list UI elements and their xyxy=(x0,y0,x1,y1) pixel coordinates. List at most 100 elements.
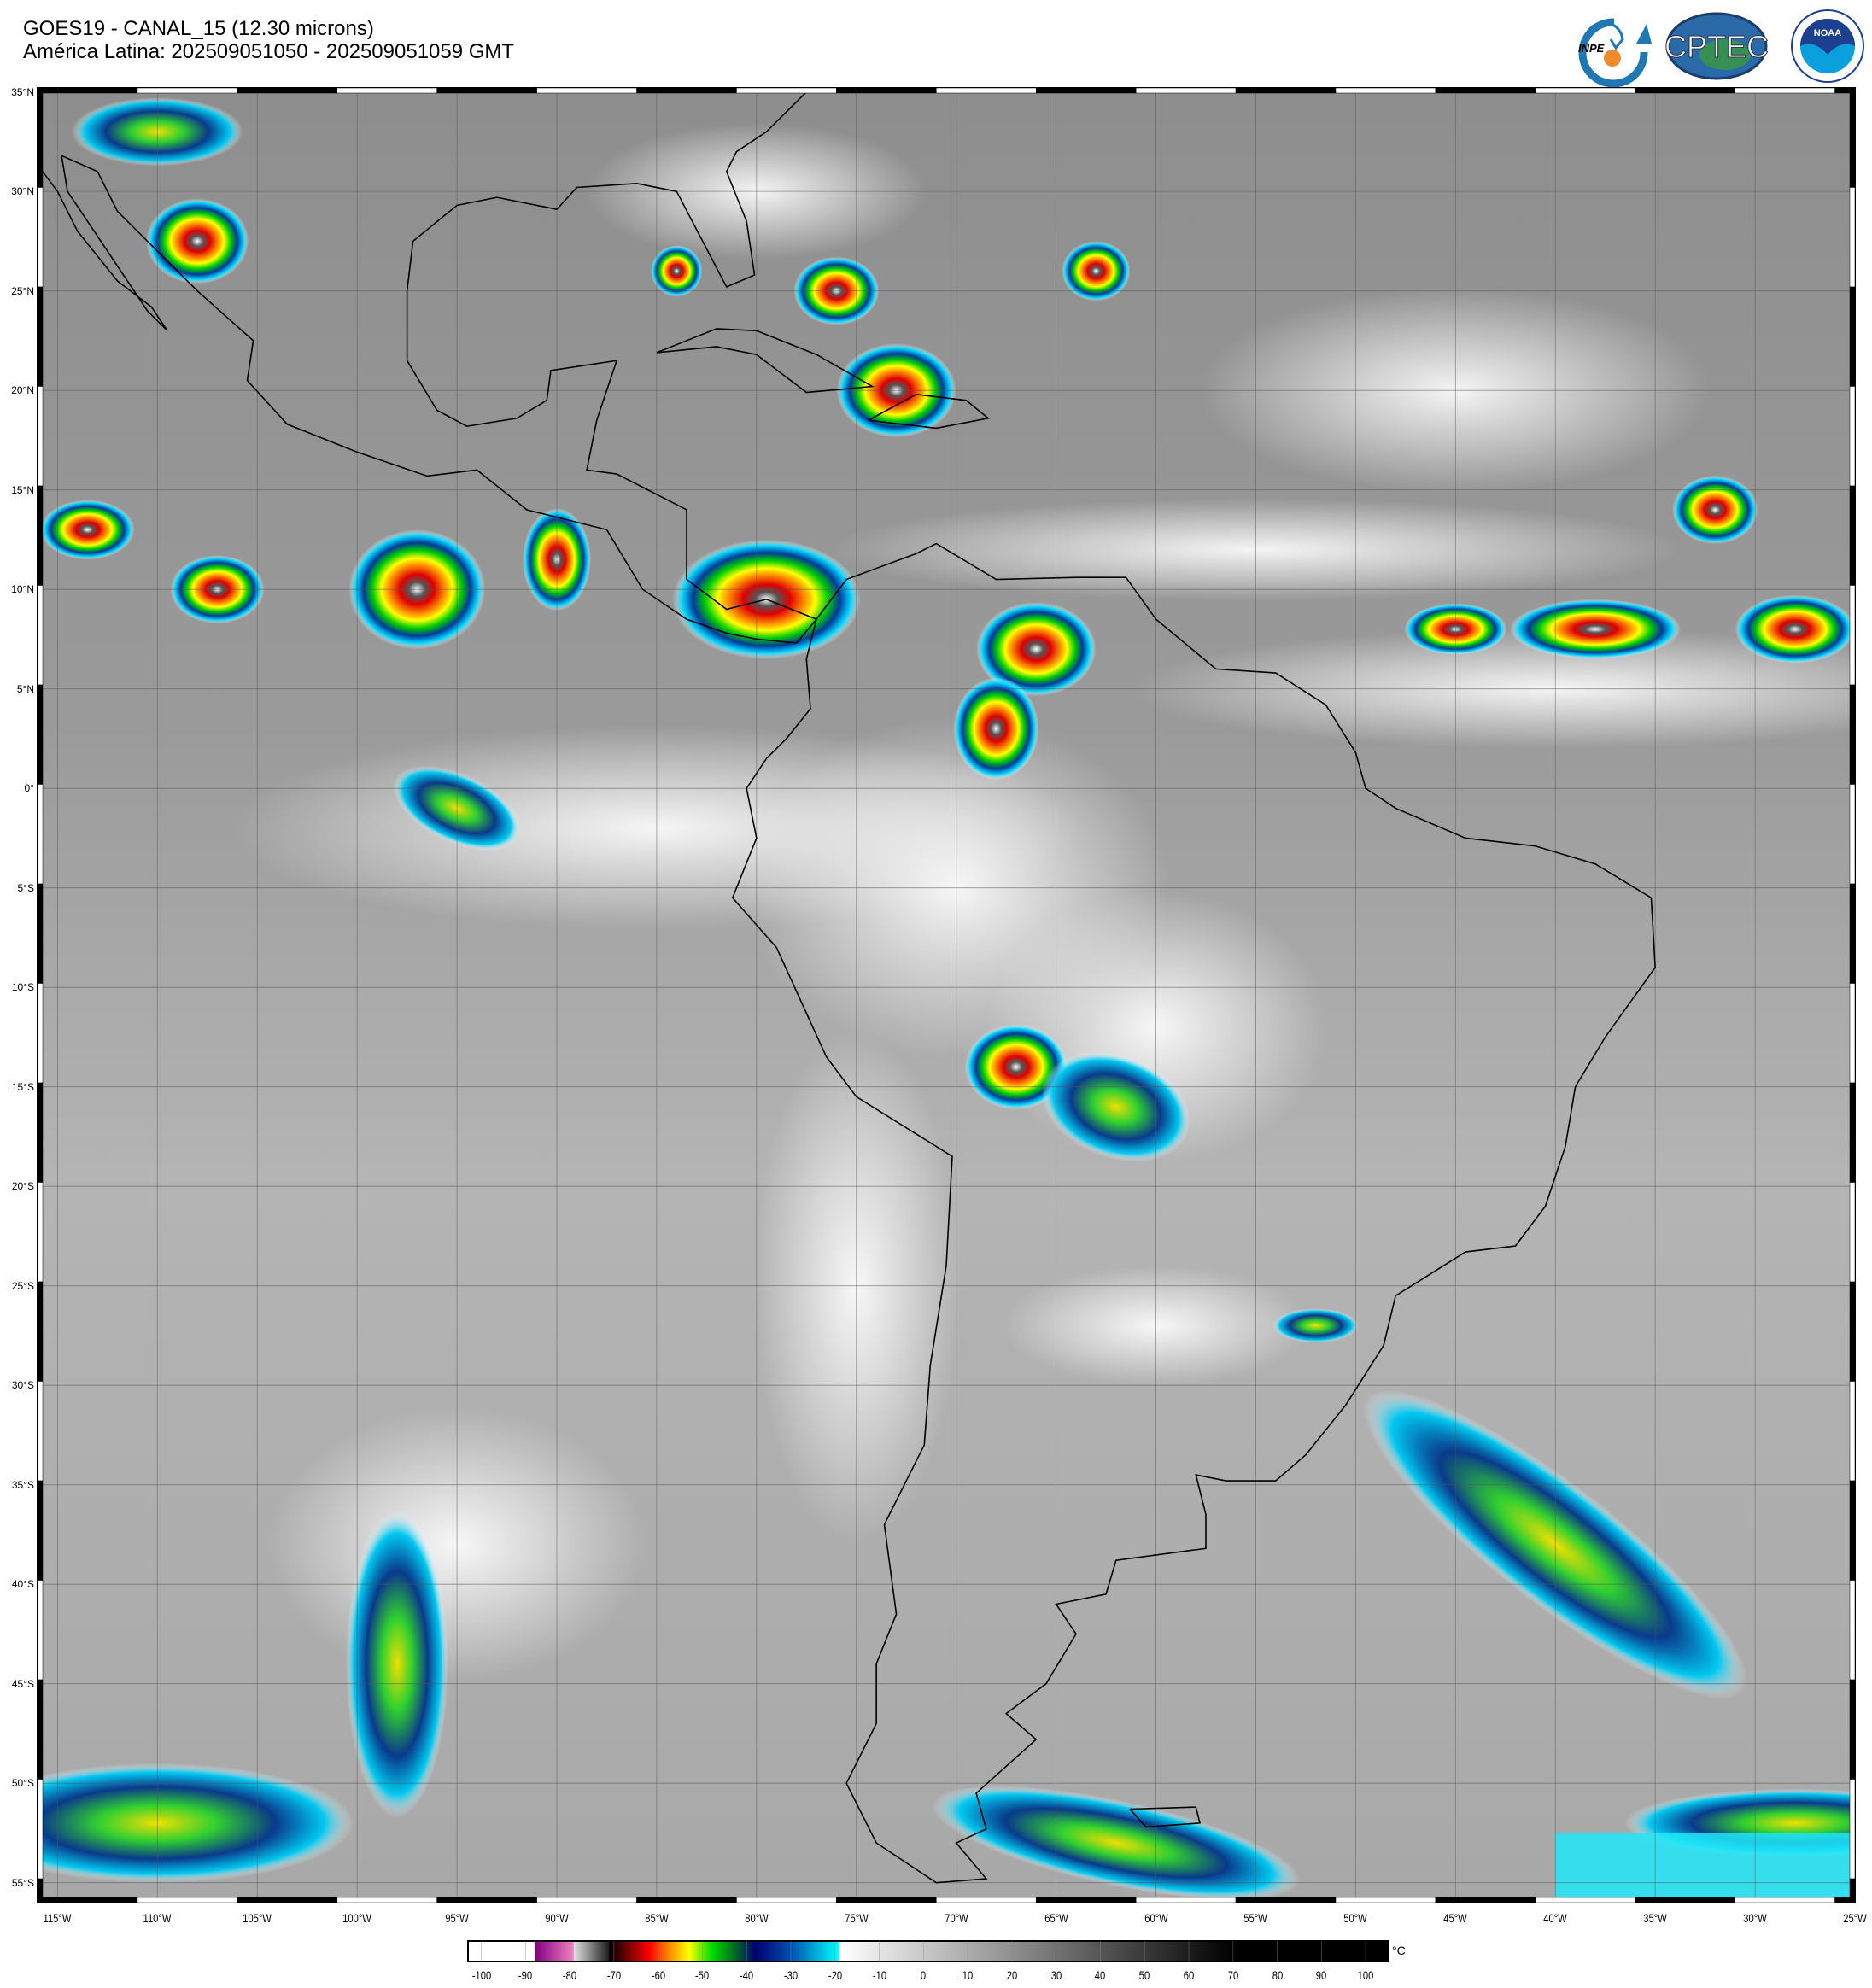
map-subtitle-time-range: América Latina: 202509051050 - 202509051… xyxy=(23,40,515,63)
frame-tick xyxy=(1849,983,1856,1084)
colorbar-tick-label: -90 xyxy=(518,1968,533,1982)
frame-tick xyxy=(1035,1897,1137,1903)
colorbar-tick-label: 60 xyxy=(1183,1968,1195,1982)
colorbar-tick-label: -100 xyxy=(471,1968,491,1982)
colorbar-tick-label: 0 xyxy=(921,1968,927,1982)
noaa-logo: NOAA xyxy=(1791,9,1864,83)
longitude-label: 115°W xyxy=(43,1911,72,1925)
frame-tick xyxy=(836,1897,937,1903)
longitude-label: 40°W xyxy=(1543,1911,1567,1925)
frame-tick xyxy=(1849,485,1856,586)
frame-tick xyxy=(1135,1897,1237,1903)
latitude-label: 55°S xyxy=(11,1876,34,1889)
latitude-label: 30°N xyxy=(11,185,34,198)
cold-cloud-band xyxy=(345,1510,448,1818)
frame-tick xyxy=(336,87,437,94)
frame-tick xyxy=(37,883,44,984)
longitude-label: 75°W xyxy=(845,1911,869,1925)
noaa-logo-text: NOAA xyxy=(1814,28,1841,38)
frame-tick xyxy=(1535,1897,1636,1903)
latitude-label: 20°S xyxy=(11,1180,34,1193)
frame-tick xyxy=(836,87,937,94)
pacific-coastline xyxy=(38,154,817,644)
convective-storm xyxy=(651,245,703,297)
frame-tick xyxy=(1849,1281,1856,1382)
frame-tick xyxy=(1435,87,1536,94)
latitude-label: 0° xyxy=(24,782,34,795)
latitude-label: 5°S xyxy=(17,881,34,894)
frame-tick xyxy=(1849,1182,1856,1283)
frame-tick xyxy=(1849,1580,1856,1681)
frame-tick xyxy=(37,983,44,1084)
frame-tick xyxy=(1849,1779,1856,1880)
convective-storm xyxy=(1062,241,1131,301)
frame-tick xyxy=(336,1897,437,1903)
frame-tick xyxy=(1849,1878,1856,1903)
cptec-logo: CPTEC xyxy=(1664,12,1770,80)
map-title: GOES19 - CANAL_15 (12.30 microns) xyxy=(23,17,374,40)
frame-tick xyxy=(436,87,537,94)
colorbar xyxy=(467,1940,1389,1962)
frame-tick xyxy=(1735,87,1835,94)
colorbar-tick-label: -70 xyxy=(606,1968,621,1982)
inpe-logo: INPE xyxy=(1578,18,1652,87)
cuba-coastline xyxy=(656,328,875,394)
frame-tick xyxy=(1335,1897,1436,1903)
colorbar-tick-label: 50 xyxy=(1138,1968,1150,1982)
longitude-label: 45°W xyxy=(1443,1911,1468,1925)
frame-tick xyxy=(37,87,44,188)
longitude-label: 90°W xyxy=(545,1911,569,1925)
central-america-coastline xyxy=(406,88,817,620)
convective-storm xyxy=(976,602,1097,697)
colorbar-tick-label: -20 xyxy=(828,1968,842,1982)
longitude-label: 55°W xyxy=(1243,1911,1268,1925)
frame-tick xyxy=(1849,386,1856,487)
longitude-label: 105°W xyxy=(243,1911,272,1925)
frame-tick xyxy=(736,1897,837,1903)
frame-tick xyxy=(37,187,44,288)
convective-storm xyxy=(1735,594,1855,664)
colorbar-tick-label: 80 xyxy=(1272,1968,1283,1982)
frame-tick xyxy=(37,585,44,686)
frame-tick xyxy=(37,1082,44,1183)
colorbar-tick-label: 70 xyxy=(1227,1968,1238,1982)
longitude-label: 35°W xyxy=(1643,1911,1667,1925)
frame-tick xyxy=(37,386,44,487)
frame-tick xyxy=(37,1878,44,1903)
frame-tick xyxy=(1335,87,1436,94)
colorbar-tick-label: -60 xyxy=(651,1968,665,1982)
longitude-label: 95°W xyxy=(445,1911,469,1925)
longitude-label: 100°W xyxy=(342,1911,372,1925)
frame-tick xyxy=(137,87,238,94)
convective-storm xyxy=(1510,599,1681,659)
coastlines xyxy=(38,88,1656,1884)
longitude-label: 30°W xyxy=(1743,1911,1767,1925)
frame-tick xyxy=(1035,87,1137,94)
frame-ticks xyxy=(37,87,1856,1903)
latitude-label: 20°N xyxy=(11,384,34,397)
inpe-logo-text: INPE xyxy=(1578,42,1605,55)
longitude-label: 110°W xyxy=(143,1911,172,1925)
colorbar-tick-label: 30 xyxy=(1050,1968,1062,1982)
frame-tick xyxy=(1849,286,1856,387)
frame-tick xyxy=(37,1779,44,1880)
longitude-label: 70°W xyxy=(944,1911,968,1925)
frame-tick xyxy=(1435,1897,1536,1903)
frame-tick xyxy=(37,1281,44,1382)
longitude-label: 60°W xyxy=(1144,1911,1168,1925)
cold-cloud-band xyxy=(38,1763,354,1883)
convective-storm xyxy=(964,1024,1068,1110)
frame-tick xyxy=(1135,87,1237,94)
longitude-label: 85°W xyxy=(645,1911,669,1925)
frame-tick xyxy=(636,1897,737,1903)
logo-group: INPE CPTEC NOAA xyxy=(1578,9,1864,87)
frame-tick xyxy=(137,1897,238,1903)
frame-tick xyxy=(1235,87,1337,94)
frame-tick xyxy=(37,87,138,94)
frame-tick xyxy=(37,1580,44,1681)
colorbar-tick-label: -50 xyxy=(695,1968,710,1982)
latitude-label: 15°S xyxy=(11,1080,34,1093)
latitude-label: 10°N xyxy=(11,583,34,596)
frame-tick xyxy=(1535,87,1636,94)
